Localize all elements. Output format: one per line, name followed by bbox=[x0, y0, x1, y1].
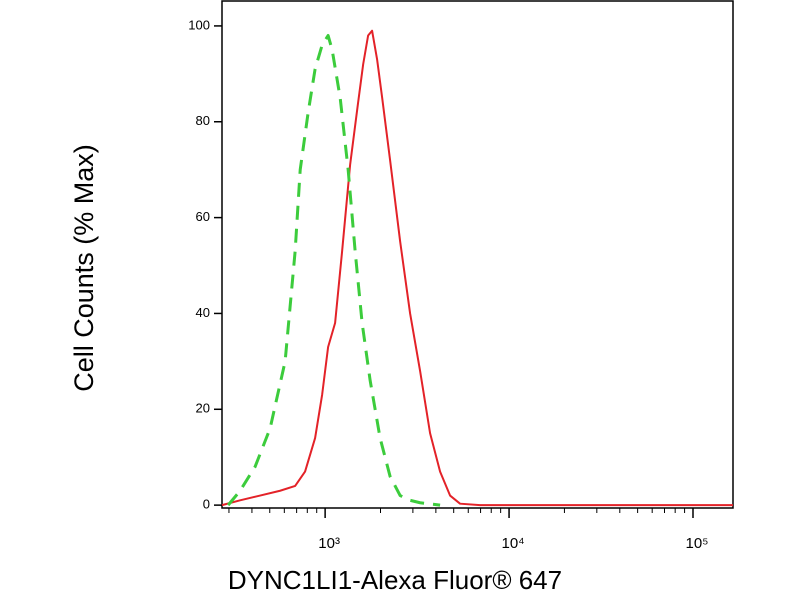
x-tick-label: 10⁵ bbox=[686, 535, 709, 552]
y-tick-label: 80 bbox=[196, 113, 210, 128]
y-tick-label: 60 bbox=[196, 209, 210, 224]
plot-frame bbox=[221, 0, 734, 509]
y-tick-label: 100 bbox=[188, 17, 210, 32]
y-tick-label: 20 bbox=[196, 401, 210, 416]
series-line bbox=[226, 34, 441, 507]
series-line bbox=[221, 29, 733, 507]
y-tick-label: 40 bbox=[196, 305, 210, 320]
y-axis-title: Cell Counts (% Max) bbox=[69, 144, 99, 392]
x-tick-label: 10⁴ bbox=[501, 535, 524, 552]
y-tick-label: 0 bbox=[203, 497, 210, 512]
x-tick-label: 10³ bbox=[318, 535, 340, 552]
x-axis-title: DYNC1LI1-Alexa Fluor® 647 bbox=[228, 565, 562, 595]
